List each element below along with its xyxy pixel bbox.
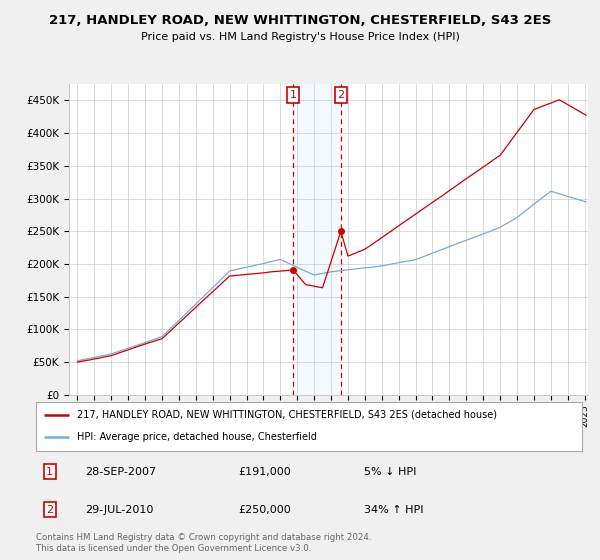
Text: 34% ↑ HPI: 34% ↑ HPI	[364, 505, 423, 515]
Text: 28-SEP-2007: 28-SEP-2007	[85, 466, 156, 477]
Text: 217, HANDLEY ROAD, NEW WHITTINGTON, CHESTERFIELD, S43 2ES: 217, HANDLEY ROAD, NEW WHITTINGTON, CHES…	[49, 14, 551, 27]
Text: Price paid vs. HM Land Registry's House Price Index (HPI): Price paid vs. HM Land Registry's House …	[140, 32, 460, 43]
Text: HPI: Average price, detached house, Chesterfield: HPI: Average price, detached house, Ches…	[77, 432, 317, 442]
Text: £250,000: £250,000	[238, 505, 291, 515]
Text: 2: 2	[337, 90, 344, 100]
Text: 29-JUL-2010: 29-JUL-2010	[85, 505, 154, 515]
Text: £191,000: £191,000	[238, 466, 291, 477]
Text: 217, HANDLEY ROAD, NEW WHITTINGTON, CHESTERFIELD, S43 2ES (detached house): 217, HANDLEY ROAD, NEW WHITTINGTON, CHES…	[77, 410, 497, 420]
Text: 2: 2	[46, 505, 53, 515]
Text: 1: 1	[46, 466, 53, 477]
Text: 5% ↓ HPI: 5% ↓ HPI	[364, 466, 416, 477]
Text: Contains HM Land Registry data © Crown copyright and database right 2024.
This d: Contains HM Land Registry data © Crown c…	[36, 533, 371, 553]
Bar	[293, 84, 341, 395]
Text: 1: 1	[289, 90, 296, 100]
